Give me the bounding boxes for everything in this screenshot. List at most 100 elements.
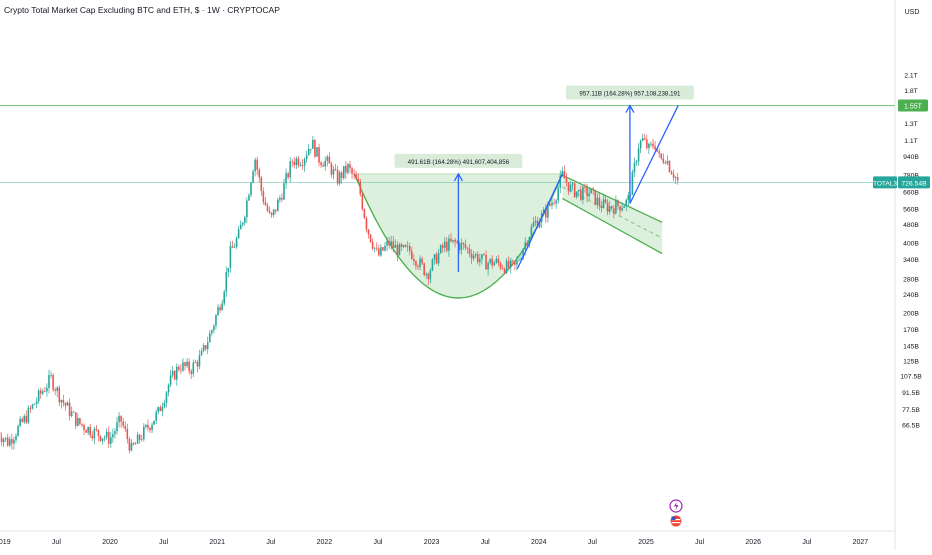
candle xyxy=(368,229,370,239)
candle-body xyxy=(213,326,215,331)
candle xyxy=(627,192,629,206)
candle-body xyxy=(390,241,392,245)
candle xyxy=(91,431,93,441)
candle xyxy=(96,425,98,432)
candle xyxy=(359,179,361,197)
candle xyxy=(26,410,28,424)
candle-body xyxy=(392,241,394,248)
candle xyxy=(42,389,44,396)
candle xyxy=(131,439,133,451)
x-tick-label: 2021 xyxy=(209,539,225,546)
candle-body xyxy=(642,138,644,141)
y-tick-label: 1.3T xyxy=(904,121,918,128)
candle xyxy=(240,220,242,229)
candle-body xyxy=(265,202,267,205)
candle xyxy=(213,324,215,333)
chart-title: Crypto Total Market Cap Excluding BTC an… xyxy=(4,5,280,15)
candle-body xyxy=(341,172,343,178)
candle xyxy=(137,432,139,444)
candle-body xyxy=(496,259,498,263)
candle-body xyxy=(300,165,302,166)
candle xyxy=(380,244,382,257)
candle-body xyxy=(333,169,335,175)
candle-body xyxy=(75,412,77,426)
candle-body xyxy=(192,363,194,374)
candle-body xyxy=(634,163,636,172)
candle-body xyxy=(9,439,11,446)
candle-body xyxy=(94,429,96,438)
event-flag-icon[interactable] xyxy=(670,515,682,527)
candle-body xyxy=(345,166,347,173)
candle-body xyxy=(326,157,328,161)
candle-body xyxy=(223,292,225,304)
candle-body xyxy=(40,391,42,394)
candle-body xyxy=(98,430,100,436)
candle-body xyxy=(500,263,502,268)
candle xyxy=(186,358,188,368)
candle-body xyxy=(481,254,483,259)
candle xyxy=(318,144,320,166)
candle-body xyxy=(349,164,351,168)
candle-body xyxy=(650,144,652,145)
candle-body xyxy=(199,355,201,366)
candle-body xyxy=(619,206,621,211)
candle-body xyxy=(127,429,129,439)
candle xyxy=(106,429,108,440)
x-tick-label: 2026 xyxy=(745,539,761,546)
candle xyxy=(100,435,102,442)
candle-body xyxy=(5,438,7,440)
candle-body xyxy=(11,439,13,444)
candle-body xyxy=(17,426,19,436)
candle-body xyxy=(246,201,248,218)
candle-body xyxy=(320,162,322,165)
candle xyxy=(170,370,172,387)
candle-body xyxy=(601,206,603,208)
candle-body xyxy=(306,155,308,159)
candle xyxy=(166,391,168,407)
candle-body xyxy=(574,183,576,197)
candle xyxy=(279,195,281,203)
candle-body xyxy=(493,263,495,266)
candle-body xyxy=(139,435,141,440)
candle-body xyxy=(34,404,36,405)
candle xyxy=(98,430,100,442)
candle-body xyxy=(584,187,586,188)
candle-body xyxy=(50,375,52,376)
candle-body xyxy=(13,440,15,444)
candle xyxy=(23,414,25,424)
candle xyxy=(663,153,665,164)
candle-body xyxy=(432,259,434,270)
x-tick-label: Jul xyxy=(695,539,704,546)
candle xyxy=(320,161,322,168)
candle-body xyxy=(597,198,599,205)
candle-body xyxy=(460,243,462,250)
candle xyxy=(188,358,190,374)
candle xyxy=(209,330,211,343)
candle-body xyxy=(665,163,667,164)
candle xyxy=(654,141,656,151)
candle-body xyxy=(491,259,493,266)
event-lightning-icon[interactable] xyxy=(670,500,682,512)
candle xyxy=(636,160,638,166)
channel-fill xyxy=(562,175,662,253)
candle xyxy=(13,437,15,450)
candle-body xyxy=(469,248,471,254)
x-tick-label: Jul xyxy=(481,539,490,546)
candle xyxy=(160,405,162,411)
candle-body xyxy=(510,260,512,267)
candle-body xyxy=(669,161,671,172)
candle xyxy=(236,236,238,249)
y-tick-label: 340B xyxy=(903,257,919,264)
candle-body xyxy=(174,371,176,380)
candle xyxy=(254,158,256,177)
candle-body xyxy=(599,198,601,206)
candle-body xyxy=(621,208,623,211)
candle-body xyxy=(586,187,588,196)
candle xyxy=(73,411,75,413)
candle-body xyxy=(524,242,526,249)
candle xyxy=(58,385,60,405)
candle-body xyxy=(324,161,326,167)
candle-body xyxy=(658,151,660,153)
